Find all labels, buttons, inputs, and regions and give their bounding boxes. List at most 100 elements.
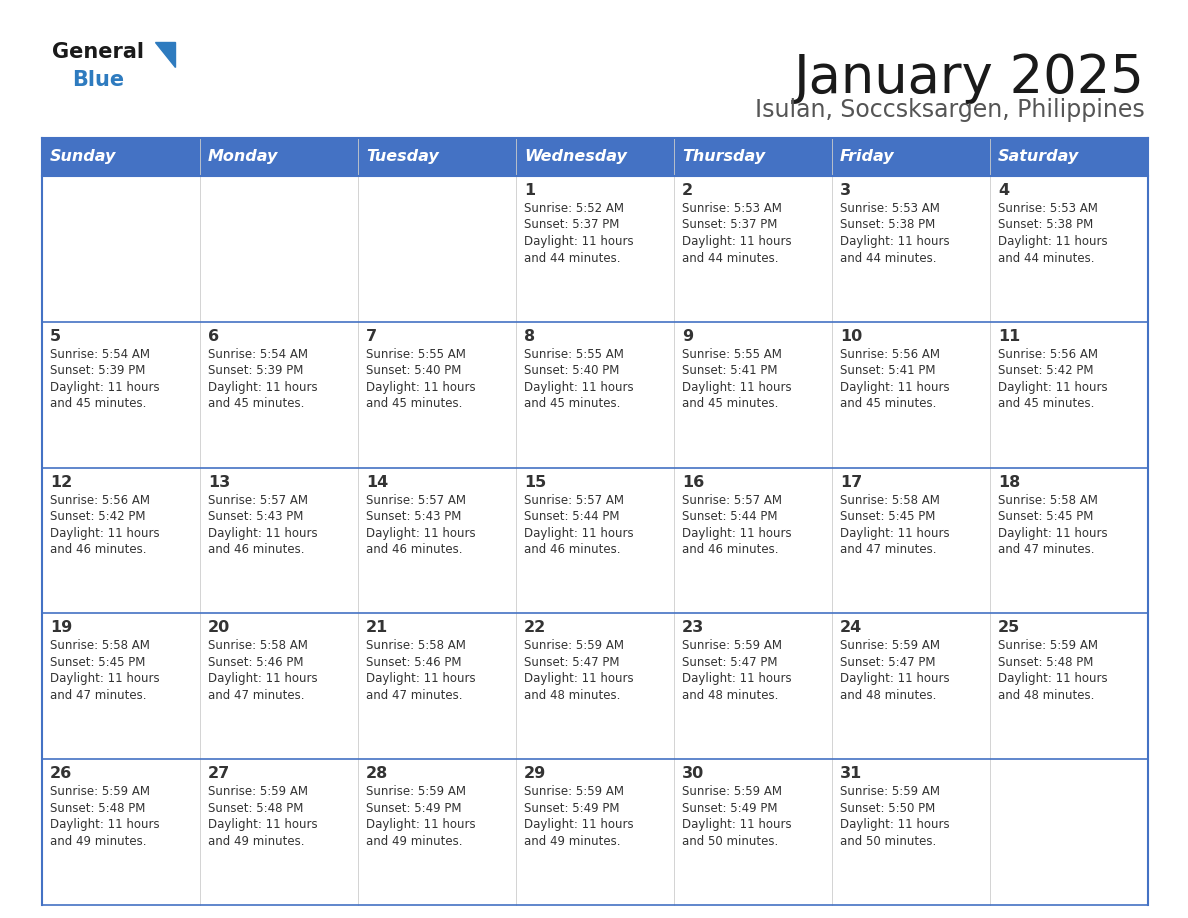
Text: Sunrise: 5:55 AM: Sunrise: 5:55 AM [524,348,624,361]
Text: 6: 6 [208,329,219,344]
Text: Sunrise: 5:56 AM: Sunrise: 5:56 AM [840,348,940,361]
Bar [516,759,674,905]
Text: Daylight: 11 hours: Daylight: 11 hours [50,818,159,831]
Bar [358,467,516,613]
Bar [832,759,990,905]
Text: 17: 17 [840,475,862,489]
Bar [674,613,832,759]
Bar [200,176,358,322]
Bar [358,322,516,467]
Bar [674,176,832,322]
Text: and 45 minutes.: and 45 minutes. [840,397,936,410]
Bar [990,176,1148,322]
Text: Thursday: Thursday [682,150,765,164]
Text: Sunset: 5:43 PM: Sunset: 5:43 PM [366,510,461,523]
Text: 16: 16 [682,475,704,489]
Text: and 49 minutes.: and 49 minutes. [50,834,146,847]
Bar [990,759,1148,905]
Bar [674,322,832,467]
Text: Sunset: 5:42 PM: Sunset: 5:42 PM [50,510,145,523]
Bar [832,176,990,322]
Text: Daylight: 11 hours: Daylight: 11 hours [998,381,1107,394]
Text: 21: 21 [366,621,388,635]
Text: and 44 minutes.: and 44 minutes. [682,252,778,264]
Bar [990,138,1148,176]
Text: Daylight: 11 hours: Daylight: 11 hours [524,235,633,248]
Text: 26: 26 [50,767,72,781]
Text: Daylight: 11 hours: Daylight: 11 hours [50,527,159,540]
Text: Sunrise: 5:59 AM: Sunrise: 5:59 AM [524,640,624,653]
Text: and 46 minutes.: and 46 minutes. [366,543,462,556]
Text: Daylight: 11 hours: Daylight: 11 hours [366,818,475,831]
Text: Sunset: 5:46 PM: Sunset: 5:46 PM [366,655,461,669]
Polygon shape [154,42,175,67]
Text: Daylight: 11 hours: Daylight: 11 hours [50,672,159,686]
Bar [358,759,516,905]
Text: Sunset: 5:48 PM: Sunset: 5:48 PM [998,655,1093,669]
Text: Sunrise: 5:59 AM: Sunrise: 5:59 AM [998,640,1098,653]
Text: Sunrise: 5:58 AM: Sunrise: 5:58 AM [840,494,940,507]
Text: Daylight: 11 hours: Daylight: 11 hours [998,672,1107,686]
Bar [42,138,200,176]
Text: Sunrise: 5:56 AM: Sunrise: 5:56 AM [50,494,150,507]
Text: Sunrise: 5:59 AM: Sunrise: 5:59 AM [50,785,150,798]
Text: 22: 22 [524,621,546,635]
Bar [832,322,990,467]
Text: Daylight: 11 hours: Daylight: 11 hours [208,527,317,540]
Text: Sunday: Sunday [50,150,116,164]
Text: 9: 9 [682,329,693,344]
Text: Sunrise: 5:58 AM: Sunrise: 5:58 AM [208,640,308,653]
Text: Sunrise: 5:55 AM: Sunrise: 5:55 AM [366,348,466,361]
Text: and 47 minutes.: and 47 minutes. [50,688,146,702]
Text: 18: 18 [998,475,1020,489]
Bar [516,322,674,467]
Text: Daylight: 11 hours: Daylight: 11 hours [682,381,791,394]
Text: and 47 minutes.: and 47 minutes. [208,688,304,702]
Text: Daylight: 11 hours: Daylight: 11 hours [998,527,1107,540]
Text: Sunset: 5:41 PM: Sunset: 5:41 PM [840,364,935,377]
Text: 5: 5 [50,329,61,344]
Text: and 45 minutes.: and 45 minutes. [998,397,1094,410]
Text: Sunset: 5:41 PM: Sunset: 5:41 PM [682,364,777,377]
Text: 10: 10 [840,329,862,344]
Text: 1: 1 [524,183,535,198]
Text: Sunset: 5:40 PM: Sunset: 5:40 PM [366,364,461,377]
Text: and 47 minutes.: and 47 minutes. [840,543,936,556]
Text: 11: 11 [998,329,1020,344]
Text: Sunset: 5:47 PM: Sunset: 5:47 PM [524,655,619,669]
Text: and 49 minutes.: and 49 minutes. [208,834,304,847]
Text: Monday: Monday [208,150,278,164]
Text: and 48 minutes.: and 48 minutes. [840,688,936,702]
Text: Sunset: 5:44 PM: Sunset: 5:44 PM [682,510,777,523]
Text: 8: 8 [524,329,535,344]
Bar [42,322,200,467]
Text: Sunset: 5:45 PM: Sunset: 5:45 PM [50,655,145,669]
Text: 31: 31 [840,767,862,781]
Text: Sunrise: 5:53 AM: Sunrise: 5:53 AM [840,202,940,215]
Text: Sunset: 5:49 PM: Sunset: 5:49 PM [524,801,619,814]
Text: Sunrise: 5:59 AM: Sunrise: 5:59 AM [366,785,466,798]
Text: Sunrise: 5:59 AM: Sunrise: 5:59 AM [840,785,940,798]
Bar [516,613,674,759]
Text: and 46 minutes.: and 46 minutes. [682,543,778,556]
Text: and 50 minutes.: and 50 minutes. [682,834,778,847]
Text: and 45 minutes.: and 45 minutes. [682,397,778,410]
Bar [200,759,358,905]
Text: Sunset: 5:38 PM: Sunset: 5:38 PM [840,218,935,231]
Text: January 2025: January 2025 [794,52,1145,104]
Text: Sunrise: 5:57 AM: Sunrise: 5:57 AM [208,494,308,507]
Text: Daylight: 11 hours: Daylight: 11 hours [524,818,633,831]
Bar [674,138,832,176]
Bar [42,467,200,613]
Text: Sunset: 5:49 PM: Sunset: 5:49 PM [682,801,777,814]
Bar [200,467,358,613]
Bar [516,467,674,613]
Text: 2: 2 [682,183,693,198]
Bar [832,613,990,759]
Text: Sunrise: 5:54 AM: Sunrise: 5:54 AM [208,348,308,361]
Text: 25: 25 [998,621,1020,635]
Text: Daylight: 11 hours: Daylight: 11 hours [682,235,791,248]
Text: Daylight: 11 hours: Daylight: 11 hours [840,672,949,686]
Text: Sunset: 5:37 PM: Sunset: 5:37 PM [524,218,619,231]
Text: Daylight: 11 hours: Daylight: 11 hours [840,818,949,831]
